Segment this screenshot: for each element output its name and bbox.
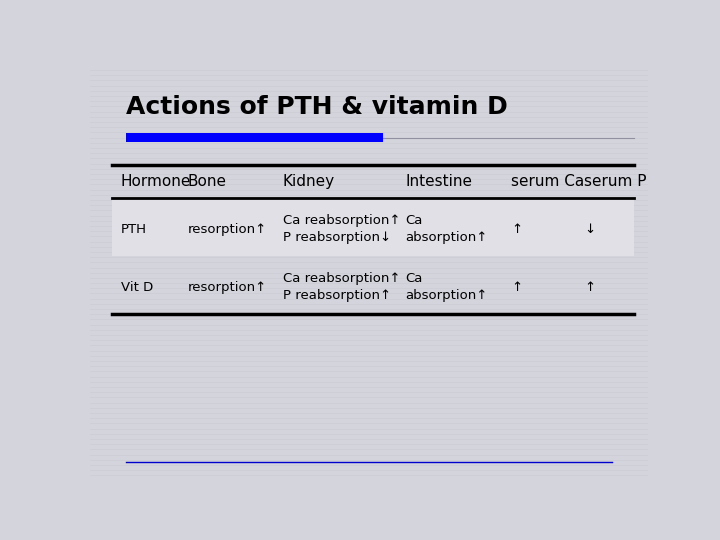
Text: ↑: ↑ xyxy=(511,281,523,294)
Text: Bone: Bone xyxy=(188,174,227,188)
Text: PTH: PTH xyxy=(121,222,147,235)
Text: ↑: ↑ xyxy=(511,222,523,235)
Bar xyxy=(126,133,383,142)
Text: ↑: ↑ xyxy=(584,281,595,294)
Text: Ca
absorption↑: Ca absorption↑ xyxy=(405,214,487,244)
Text: Hormone: Hormone xyxy=(121,174,191,188)
Text: Actions of PTH & vitamin D: Actions of PTH & vitamin D xyxy=(126,95,508,119)
Text: resorption↑: resorption↑ xyxy=(188,222,267,235)
Text: serum P: serum P xyxy=(584,174,647,188)
Text: serum Ca: serum Ca xyxy=(511,174,585,188)
Text: Kidney: Kidney xyxy=(282,174,335,188)
Text: Ca
absorption↑: Ca absorption↑ xyxy=(405,272,487,302)
Text: Intestine: Intestine xyxy=(405,174,472,188)
Text: Ca reabsorption↑
P reabsorption↑: Ca reabsorption↑ P reabsorption↑ xyxy=(282,272,400,302)
Text: Vit D: Vit D xyxy=(121,281,153,294)
Text: Ca reabsorption↑
P reabsorption↓: Ca reabsorption↑ P reabsorption↓ xyxy=(282,214,400,244)
Text: ↓: ↓ xyxy=(584,222,595,235)
Text: resorption↑: resorption↑ xyxy=(188,281,267,294)
Bar xyxy=(112,198,634,256)
